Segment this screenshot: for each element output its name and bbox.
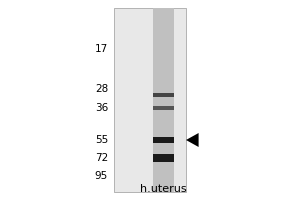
Bar xyxy=(153,137,174,143)
Text: 17: 17 xyxy=(95,44,108,54)
Text: h.uterus: h.uterus xyxy=(140,184,187,194)
Text: 72: 72 xyxy=(95,153,108,163)
Text: 55: 55 xyxy=(95,135,108,145)
Bar xyxy=(153,106,174,110)
Polygon shape xyxy=(186,133,199,147)
Text: 28: 28 xyxy=(95,84,108,94)
Text: 36: 36 xyxy=(95,103,108,113)
Bar xyxy=(153,8,174,192)
Text: 95: 95 xyxy=(95,171,108,181)
Bar xyxy=(114,8,186,192)
Bar xyxy=(153,93,174,97)
Bar xyxy=(153,154,174,162)
